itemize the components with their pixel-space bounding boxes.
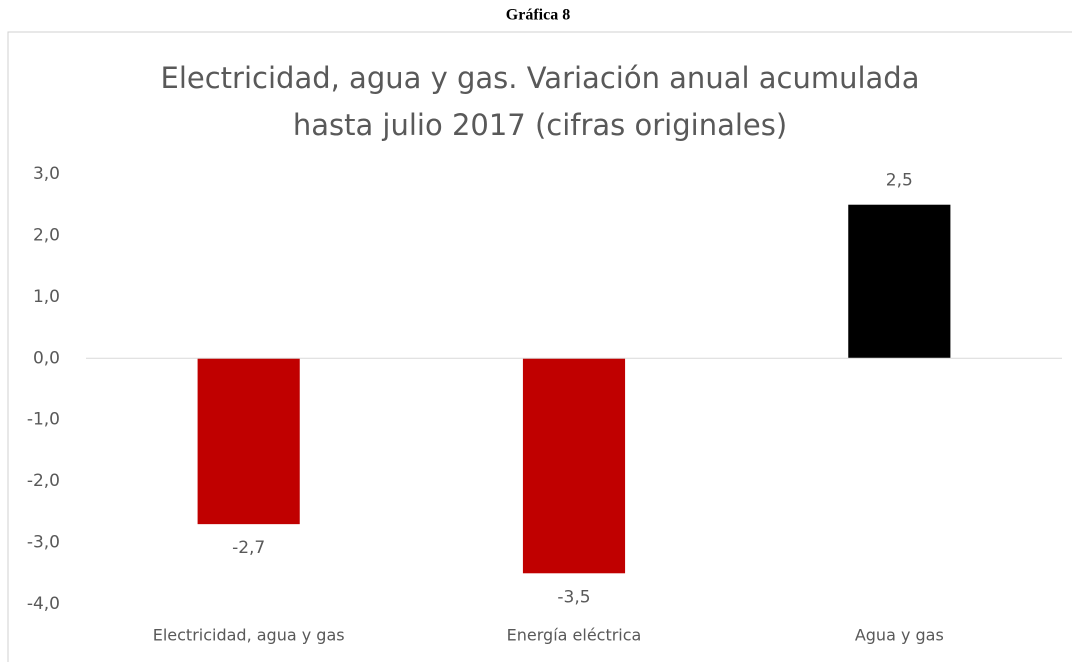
x-tick-label: Agua y gas [855, 626, 944, 645]
bar [197, 358, 300, 525]
y-tick-label: 1,0 [33, 287, 60, 307]
y-tick-label: -4,0 [27, 594, 60, 614]
data-label: -3,5 [557, 587, 590, 607]
y-tick-label: 0,0 [33, 348, 60, 368]
bar [848, 204, 951, 359]
y-tick-label: 3,0 [33, 164, 60, 184]
chart-title: hasta julio 2017 (cifras originales) [293, 108, 787, 142]
y-tick-label: -1,0 [27, 410, 60, 430]
y-tick-label: 2,0 [33, 225, 60, 245]
chart-frame [7, 31, 1072, 662]
caption: Gráfica 8 [506, 7, 570, 24]
y-tick-label: -3,0 [27, 533, 60, 553]
bar [522, 358, 626, 574]
data-label: 2,5 [886, 171, 913, 191]
x-tick-label: Electricidad, agua y gas [153, 626, 345, 645]
x-tick-label: Energía eléctrica [507, 626, 642, 645]
chart-title: Electricidad, agua y gas. Variación anua… [161, 61, 920, 95]
data-label: -2,7 [232, 538, 265, 558]
y-tick-label: -2,0 [27, 471, 60, 491]
